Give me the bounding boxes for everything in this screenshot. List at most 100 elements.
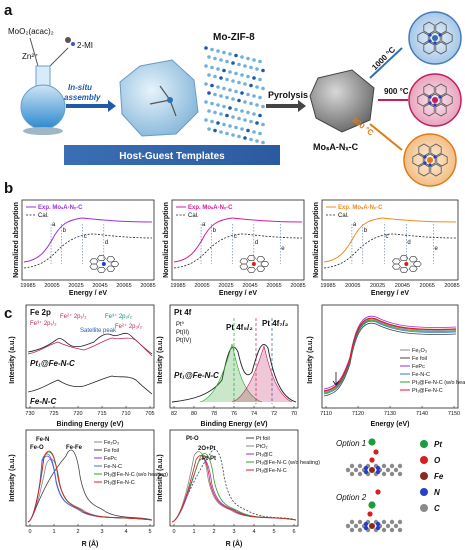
fe-exafs-curve <box>27 451 153 523</box>
lattice-node <box>255 103 259 107</box>
legend-exp: Exp. MoₛA-Nₓ-C <box>338 205 383 211</box>
lattice-node <box>252 58 256 62</box>
x-tick: 1 <box>192 529 195 535</box>
pt-exafs-peak-ptpt: Pt-Pt <box>202 456 216 462</box>
pt-exafs-curve <box>171 455 297 523</box>
nitrogen-atom <box>428 33 432 37</box>
nitrogen-atom <box>423 161 427 165</box>
x-tick: 20045 <box>395 283 410 289</box>
feature-label: b <box>364 228 368 234</box>
hex-ring <box>430 163 442 177</box>
lattice-node <box>216 67 220 71</box>
feature-label: e <box>435 246 439 252</box>
feature-label: d <box>407 240 410 246</box>
lattice-node <box>237 62 241 67</box>
graphene-hexes-icon <box>412 21 453 177</box>
fe-exafs-peak-fefe: Fe-Fe <box>66 445 83 451</box>
carbon-atom <box>357 463 363 469</box>
nitrogen-atom <box>363 525 369 531</box>
legend-entry: Pt foil <box>256 436 270 442</box>
lattice-node <box>228 70 232 74</box>
lattice-node <box>258 113 262 118</box>
molecule-ring <box>408 265 418 272</box>
feature-label: c <box>84 234 87 240</box>
feature-label: d <box>105 240 108 246</box>
lattice-node <box>216 85 220 89</box>
lattice-node <box>225 131 229 136</box>
nitrogen-atom <box>423 155 427 159</box>
pyrolysis-label: Pyrolysis <box>268 90 308 100</box>
carbon-atom <box>349 519 355 525</box>
nitrogen-atom <box>433 41 437 45</box>
fe2p-label-fe3-12: Fe³⁺ 2p₁/₂ <box>30 320 57 327</box>
drop-arrow <box>49 47 69 67</box>
lattice-node <box>255 139 259 143</box>
x-tick: 82 <box>171 411 177 417</box>
pt-exafs-peak-2opt: 2O+Pt <box>198 446 216 452</box>
x-tick: 76 <box>231 411 237 417</box>
lattice-node <box>252 94 256 98</box>
fe2p-ylabel: Intensity (a.u.) <box>9 336 16 383</box>
carbon-atom <box>381 463 387 469</box>
fe-exafs-curve <box>27 458 153 523</box>
xanes-curve <box>323 317 457 392</box>
panel-c: c Fe 2p Fe³⁺ 2p₁/₂ Fe²⁺ 2p₁/₂ Fe³⁺ 2p₃/₂… <box>4 304 465 548</box>
molecule-ring <box>260 261 270 267</box>
atom-legend-label: O <box>434 456 441 465</box>
molecule-ring <box>412 261 422 267</box>
lattice-node <box>231 115 235 119</box>
hex-ring <box>417 93 429 107</box>
feature-label: c <box>386 234 389 240</box>
lattice-node <box>243 118 247 122</box>
lattice-node <box>234 89 238 94</box>
fe-xanes-plot: Fe₂O₃ Fe foil FePc Fe-N-C Pt₁@Fe-N-C (w/o he… <box>307 304 465 428</box>
lattice-node <box>219 94 223 98</box>
iron-atom <box>369 523 375 529</box>
plot-frame <box>321 199 459 281</box>
atom-legend-swatch <box>420 472 428 480</box>
carbon-atom <box>397 519 403 525</box>
precursor-mo: MoO₂(acac)₂ <box>8 27 54 36</box>
nitrogen-atom <box>428 101 432 105</box>
b-xlabel: Energy / eV <box>69 290 107 297</box>
legend-cal: Cal. <box>338 213 349 219</box>
legend-cal: Cal. <box>38 213 49 219</box>
lattice-node <box>225 77 229 82</box>
nitrogen-atom <box>375 525 381 531</box>
x-tick: 7150 <box>448 411 460 417</box>
fe-exafs-peak-fen: Fe-N <box>36 437 49 443</box>
molecule-ring <box>392 258 401 265</box>
hex-ring <box>423 41 435 55</box>
lattice-node <box>252 112 256 116</box>
fe-exafs-ylabel: Intensity (a.u.) <box>9 454 16 501</box>
fe2p-xlabel: Binding Energy (eV) <box>57 421 124 428</box>
hex-ring <box>435 41 447 55</box>
precursor-molecule-icon <box>71 42 75 46</box>
legend-entry: Pt₁@C <box>256 452 273 458</box>
oxygen-atom <box>369 457 375 463</box>
molecule-ring <box>97 255 106 262</box>
x-tick: 4 <box>252 529 255 535</box>
lattice-node <box>237 98 241 103</box>
x-tick: 20085 <box>290 283 305 289</box>
lattice-node <box>261 122 265 127</box>
fe2p-sample-2: Fe-N-C <box>30 397 56 406</box>
x-tick: 5 <box>148 529 151 535</box>
feature-label: a <box>202 222 206 228</box>
molecule-ring <box>106 265 116 272</box>
feature-label: a <box>52 222 56 228</box>
fe2p-spectrum-bottom <box>27 375 153 395</box>
legend-exp: Exp. MoₛA-Nₓ-C <box>188 205 233 211</box>
carbon-atom <box>393 467 399 473</box>
temp-900: 900 °C <box>384 87 409 96</box>
pt4f-legend-pt2: Pt(II) <box>176 330 189 336</box>
lattice-node <box>204 82 208 86</box>
lattice-node <box>213 110 217 115</box>
carbon-atom <box>385 523 391 529</box>
molecule-ring <box>392 263 401 270</box>
xanes-calc-plot-3: Exp. MoₛA-Nₓ-C Cal. a b c d e 19985 20005 20025 20… <box>313 199 460 297</box>
lattice-node <box>207 109 211 113</box>
lattice-node <box>258 95 262 100</box>
iron-atom <box>369 467 375 473</box>
lattice-node <box>231 61 235 65</box>
